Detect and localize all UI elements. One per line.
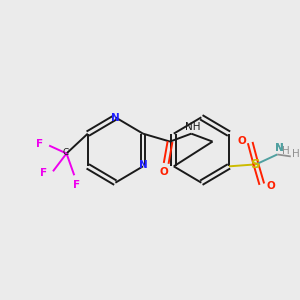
Text: H: H: [292, 149, 299, 160]
Text: O: O: [237, 136, 246, 146]
Text: O: O: [266, 181, 275, 191]
Text: F: F: [73, 180, 80, 190]
Text: F: F: [36, 139, 43, 148]
Text: S: S: [251, 158, 261, 171]
Text: NH: NH: [185, 122, 201, 132]
Text: N: N: [111, 113, 120, 123]
Text: N: N: [275, 142, 284, 152]
Text: N: N: [139, 160, 147, 170]
Text: H: H: [282, 146, 290, 157]
Text: C: C: [62, 148, 69, 157]
Text: O: O: [160, 167, 169, 177]
Text: F: F: [40, 168, 47, 178]
Text: N: N: [275, 142, 284, 152]
